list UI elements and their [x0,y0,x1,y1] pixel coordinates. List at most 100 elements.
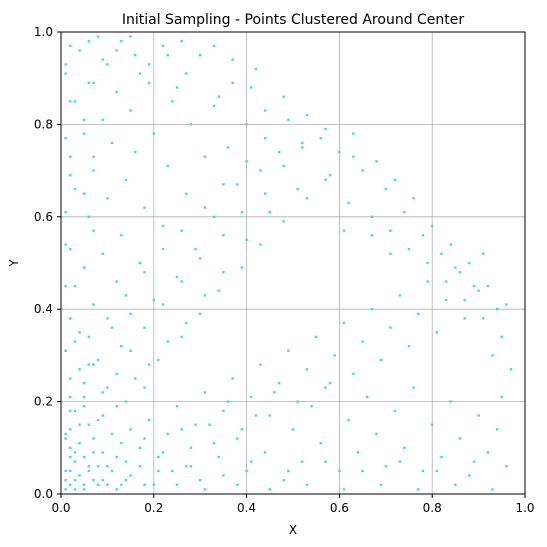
data-point [83,132,86,135]
data-point [175,86,179,89]
data-point [403,210,406,214]
data-point [115,405,118,408]
data-point [384,465,387,468]
data-point [115,90,118,94]
data-point [115,49,118,52]
data-point [203,206,207,209]
data-point [147,418,151,422]
data-point [301,460,304,463]
data-point [161,224,165,228]
data-point [69,44,72,48]
data-point [171,469,174,473]
data-point [134,53,137,57]
data-point [64,284,67,288]
data-point [64,432,67,436]
data-point [347,201,350,205]
data-point [64,72,67,75]
data-point [217,289,220,292]
data-point [87,423,91,426]
data-point [124,460,128,463]
data-point [129,428,132,431]
data-point [268,210,271,214]
data-point [96,35,100,38]
data-point [370,308,374,311]
data-point [444,298,448,302]
data-point [73,488,77,491]
data-point [287,469,290,473]
data-point [305,113,309,117]
data-point [412,197,415,200]
data-point [250,460,253,463]
data-point [101,478,104,482]
x-tick-label: 0.0 [51,501,70,515]
data-point [463,317,466,320]
data-point [440,455,443,459]
data-point [78,423,81,426]
data-point [319,137,323,140]
data-point [110,141,114,145]
data-point [421,234,425,237]
data-point [78,331,81,334]
data-point [305,197,309,200]
data-point [222,234,225,237]
data-point [64,349,67,352]
data-point [212,104,216,108]
data-point [245,469,248,473]
data-point [92,451,95,454]
y-tick-label: 0.2 [34,395,53,409]
data-point [472,460,476,463]
data-point [231,377,234,380]
y-tick-label: 0.6 [34,210,53,224]
data-point [217,455,220,459]
data-point [393,178,397,182]
data-point [477,414,480,417]
data-point [212,44,216,48]
data-point [87,40,91,43]
data-point [240,428,244,431]
data-point [296,187,299,191]
data-point [240,210,244,214]
data-point [78,49,81,52]
data-point [273,391,276,394]
data-point [106,317,109,320]
data-point [83,405,86,408]
data-point [166,164,169,168]
data-point [147,81,151,85]
data-point [143,483,146,486]
data-point [495,308,499,311]
data-point [120,483,123,486]
data-point [500,395,503,399]
data-point [231,81,234,85]
data-point [254,67,258,71]
data-point [226,146,230,149]
data-point [189,465,193,468]
data-point [375,160,378,163]
data-point [449,243,452,246]
data-point [110,432,114,436]
data-point [301,141,304,145]
x-tick-label: 0.8 [423,501,442,515]
data-point [472,284,476,288]
data-point [69,483,72,486]
data-point [319,441,323,445]
data-point [73,451,77,454]
data-point [361,340,364,343]
data-point [458,271,462,274]
data-point [352,155,355,158]
data-point [379,483,383,486]
data-point [161,303,165,306]
data-point [454,266,457,269]
data-point [101,414,104,417]
data-point [78,441,81,445]
data-point [282,164,285,168]
data-point [69,155,72,158]
data-point [352,372,355,376]
data-point [203,294,207,297]
data-point [134,377,137,380]
data-point [83,266,86,269]
data-point [120,441,123,445]
data-point [87,81,91,85]
data-point [398,294,401,297]
data-point [505,303,508,306]
